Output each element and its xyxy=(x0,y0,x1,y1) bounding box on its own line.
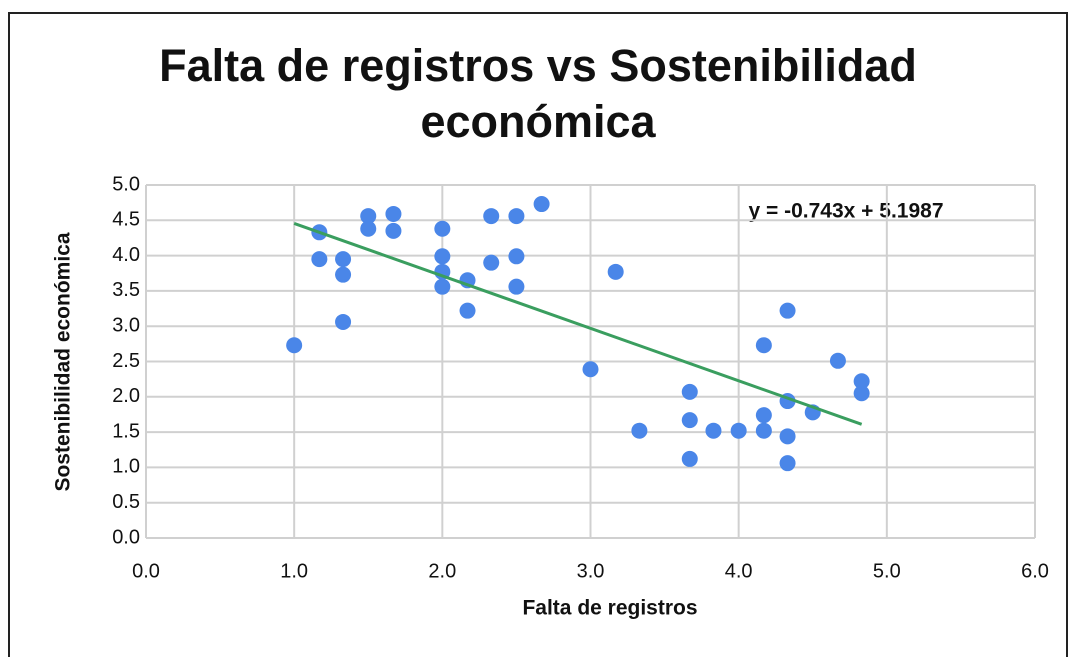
y-tick-label: 4.0 xyxy=(112,244,140,266)
chart-title: Falta de registros vs Sostenibilidad eco… xyxy=(159,40,917,147)
x-tick-label: 2.0 xyxy=(428,560,456,582)
point xyxy=(755,407,772,424)
y-tick-label: 1.5 xyxy=(112,420,140,442)
point xyxy=(483,254,500,271)
point xyxy=(335,313,352,330)
point xyxy=(508,208,525,225)
point xyxy=(459,302,476,319)
y-tick-label: 2.5 xyxy=(112,350,140,372)
point xyxy=(755,422,772,439)
y-axis-label: Sostenibilidad económica xyxy=(52,232,75,491)
point xyxy=(705,422,722,439)
y-tick-label: 1.0 xyxy=(112,456,140,478)
x-tick-label: 6.0 xyxy=(1021,560,1049,582)
point xyxy=(311,251,328,268)
point xyxy=(681,450,698,467)
point xyxy=(631,422,648,439)
point xyxy=(434,248,451,265)
point xyxy=(483,208,500,225)
y-tick-label: 0.5 xyxy=(112,491,140,513)
point xyxy=(779,455,796,472)
point xyxy=(681,383,698,400)
point xyxy=(779,302,796,319)
title-box: Falta de registros vs Sostenibilidad eco… xyxy=(0,38,1076,150)
point xyxy=(607,263,624,280)
x-tick-label: 3.0 xyxy=(577,560,605,582)
trendline xyxy=(293,222,863,426)
point xyxy=(508,278,525,295)
point xyxy=(755,337,772,354)
point xyxy=(853,373,870,390)
point xyxy=(829,352,846,369)
point xyxy=(385,205,402,222)
point xyxy=(360,208,377,225)
y-tick-label: 3.0 xyxy=(112,314,140,336)
point xyxy=(360,220,377,237)
point xyxy=(434,220,451,237)
y-tick-label: 4.5 xyxy=(112,209,140,231)
x-tick-label: 4.0 xyxy=(725,560,753,582)
point xyxy=(385,222,402,239)
point xyxy=(335,251,352,268)
point xyxy=(335,266,352,283)
x-tick-label: 1.0 xyxy=(280,560,308,582)
y-tick-label: 3.5 xyxy=(112,279,140,301)
trendline-equation: y = -0.743x + 5.1987 xyxy=(749,200,944,223)
point xyxy=(779,428,796,445)
point xyxy=(434,278,451,295)
point xyxy=(730,422,747,439)
y-tick-label: 5.0 xyxy=(112,173,140,195)
x-tick-label: 0.0 xyxy=(132,560,160,582)
chart-frame xyxy=(8,12,1068,657)
point xyxy=(286,337,303,354)
point xyxy=(508,248,525,265)
point xyxy=(681,412,698,429)
x-tick-label: 5.0 xyxy=(873,560,901,582)
point xyxy=(533,196,550,213)
y-tick-label: 0.0 xyxy=(112,526,140,548)
y-tick-label: 2.0 xyxy=(112,385,140,407)
point xyxy=(582,361,599,378)
point xyxy=(853,385,870,402)
x-axis-label: Falta de registros xyxy=(522,597,697,620)
